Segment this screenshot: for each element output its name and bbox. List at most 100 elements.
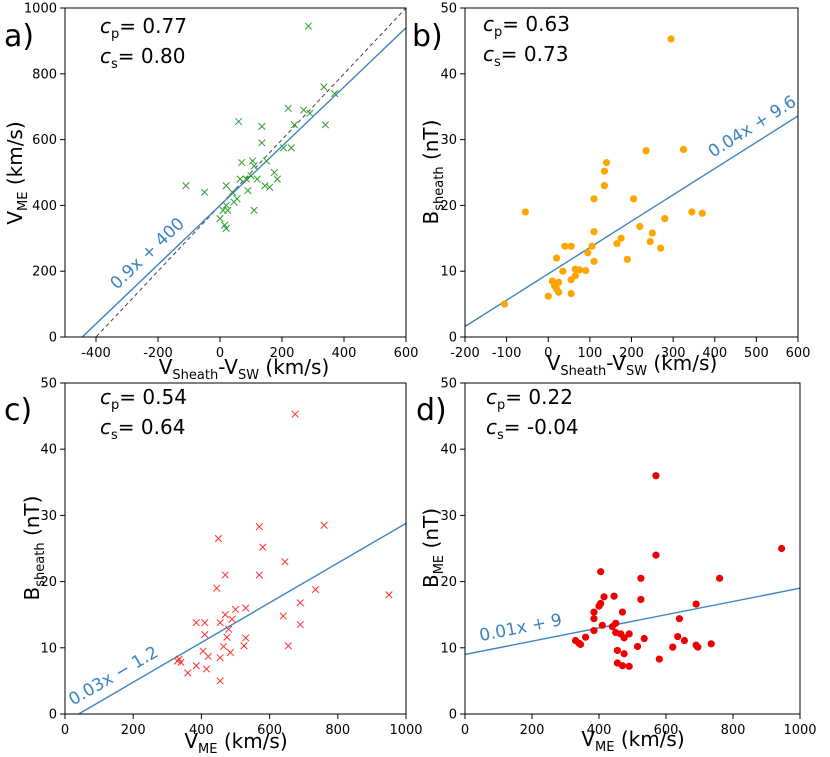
panel-b-xlabel: VSheath-VSW (km/s) — [547, 351, 718, 379]
data-point — [618, 662, 627, 670]
y-tick-label: 30 — [440, 133, 457, 148]
data-point-stroke — [253, 175, 261, 183]
data-point — [584, 249, 592, 257]
data-point-stroke — [255, 523, 264, 531]
data-point-stroke — [291, 410, 299, 418]
data-point — [262, 157, 271, 165]
data-point — [567, 242, 575, 250]
fit-label: 0.04x + 9.6 — [705, 92, 800, 162]
data-point — [200, 188, 209, 196]
y-tick-label: 0 — [449, 708, 457, 723]
data-point — [202, 665, 211, 673]
data-point-stroke — [290, 121, 299, 129]
panel-a-label: a) — [4, 19, 34, 54]
data-point — [385, 591, 393, 599]
data-point — [657, 244, 665, 252]
data-point-stroke — [173, 657, 182, 665]
data-point-stroke — [192, 662, 200, 670]
data-point — [597, 568, 605, 576]
data-point — [555, 288, 563, 296]
data-point — [225, 625, 233, 633]
data-point-stroke — [385, 591, 393, 599]
data-point-stroke — [250, 206, 258, 214]
panel-d-ylabel: BME (nT) — [419, 508, 447, 588]
data-point-stroke — [296, 599, 304, 607]
data-point — [590, 228, 598, 236]
data-point — [692, 600, 700, 608]
data-point — [567, 276, 575, 284]
data-point-stroke — [219, 642, 228, 651]
data-point-stroke — [214, 534, 223, 543]
fit-label: 0.03x − 1.2 — [65, 642, 161, 710]
y-tick-label: 600 — [32, 133, 57, 148]
x-tick-label: 1000 — [783, 723, 816, 738]
data-point-stroke — [238, 158, 246, 167]
data-point — [321, 121, 330, 129]
y-tick-label: 200 — [32, 265, 57, 280]
panel-d-xlabel: VME (km/s) — [581, 727, 684, 755]
data-point — [637, 574, 645, 582]
panel-b-ylabel: Bsheath (nT) — [419, 120, 447, 225]
data-point — [610, 592, 618, 600]
x-tick-label: 400 — [332, 346, 357, 361]
data-point — [661, 214, 669, 223]
data-point-stroke — [177, 658, 185, 667]
plot-area — [465, 472, 800, 670]
data-point-stroke — [287, 144, 295, 152]
panel-a-cs: cs= 0.80 — [100, 44, 185, 72]
panel-b: b) -200 -100 0 100 200 300 400 500 600 0 10 20 30 40 5… — [412, 2, 810, 380]
data-point — [192, 618, 200, 627]
data-point-stroke — [201, 630, 209, 639]
data-point — [248, 157, 257, 165]
y-tick-label: 1000 — [24, 2, 57, 17]
data-point-stroke — [270, 168, 278, 177]
data-point — [652, 472, 660, 480]
panel-c-cp: cp= 0.54 — [100, 385, 187, 413]
data-point — [247, 172, 255, 180]
data-point-stroke — [228, 188, 237, 196]
data-point — [620, 650, 628, 658]
data-point — [184, 669, 192, 677]
data-point — [521, 208, 529, 216]
panel-c-cs: cs= 0.64 — [100, 415, 185, 443]
data-point — [590, 195, 598, 203]
x-tick-label: 0 — [544, 346, 552, 361]
x-tick-label: 600 — [786, 346, 811, 361]
data-point-stroke — [262, 157, 271, 165]
data-point — [173, 657, 182, 665]
data-point — [216, 214, 224, 223]
data-point — [629, 195, 638, 203]
data-point — [576, 640, 585, 649]
data-point — [320, 521, 328, 529]
x-tick-label: 400 — [587, 723, 612, 738]
data-point — [688, 208, 696, 216]
data-point — [258, 139, 266, 147]
data-point — [598, 621, 606, 629]
data-point — [236, 175, 244, 183]
x-tick-label: 800 — [721, 723, 746, 738]
data-point — [296, 599, 304, 607]
panel-c-xlabel: VME (km/s) — [184, 729, 287, 757]
data-point — [777, 544, 786, 553]
data-point — [320, 83, 328, 91]
data-point-stroke — [320, 83, 328, 91]
data-point — [192, 662, 200, 670]
data-point — [224, 206, 232, 214]
data-point — [242, 634, 250, 642]
y-tick-label: 10 — [440, 265, 457, 280]
data-point-stroke — [311, 585, 320, 594]
data-point — [625, 630, 633, 638]
y-tick-label: 20 — [440, 575, 457, 590]
data-point — [608, 623, 617, 631]
data-point-stroke — [258, 122, 266, 131]
data-point-stroke — [230, 198, 238, 206]
data-point — [306, 109, 314, 117]
data-point — [222, 224, 230, 233]
panel-a-plot: -400 -200 0 200 400 600 0 200 400 600 800 1000 0.9x … — [24, 2, 419, 362]
data-point-stroke — [258, 139, 266, 147]
data-point-stroke — [259, 543, 267, 551]
data-point — [213, 584, 221, 592]
data-point-stroke — [273, 175, 282, 183]
x-tick-label: -200 — [450, 346, 480, 361]
